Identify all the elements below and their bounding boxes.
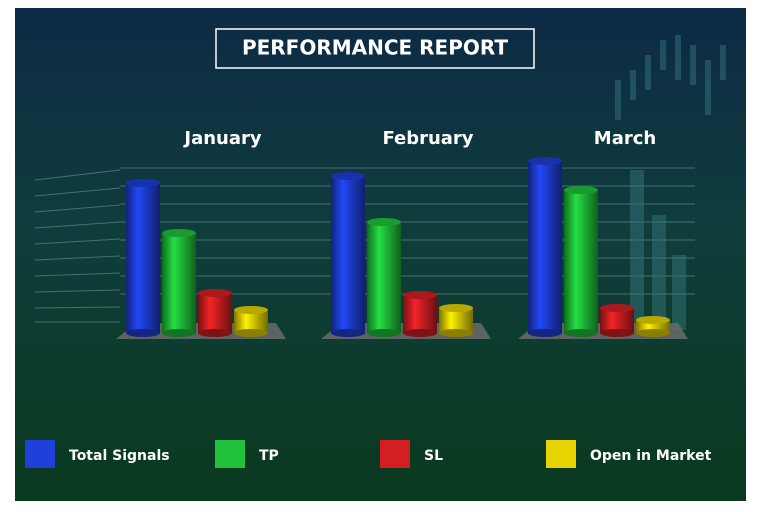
- bar-bottom: [439, 329, 473, 337]
- legend-swatch: [380, 440, 410, 468]
- bar-bottom: [367, 329, 401, 337]
- category-label: March: [594, 128, 656, 149]
- bar-bottom: [600, 329, 634, 337]
- bar: [564, 190, 598, 333]
- plot: January February March: [116, 128, 688, 339]
- bar-top: [234, 306, 268, 314]
- bar-top: [198, 289, 232, 297]
- bar-top: [636, 316, 670, 324]
- legend: Total Signals TP SL Open in Market: [25, 440, 712, 468]
- bar-top: [126, 179, 160, 187]
- bar-bottom: [636, 329, 670, 337]
- bar: [198, 293, 232, 333]
- legend-swatch: [215, 440, 245, 468]
- bar: [367, 222, 401, 333]
- bar-bottom: [162, 329, 196, 337]
- bar-top: [528, 157, 562, 165]
- legend-swatch: [546, 440, 576, 468]
- bar: [126, 183, 160, 333]
- bar-bottom: [564, 329, 598, 337]
- bar-bottom: [198, 329, 232, 337]
- legend-label: TP: [259, 448, 279, 464]
- bar: [528, 161, 562, 333]
- bar-bottom: [403, 329, 437, 337]
- bar-top: [564, 186, 598, 194]
- bar-bottom: [234, 329, 268, 337]
- category-label: January: [182, 128, 261, 149]
- bar-bottom: [331, 329, 365, 337]
- bar-bottom: [126, 329, 160, 337]
- legend-label: SL: [424, 448, 443, 464]
- bar-top: [331, 172, 365, 180]
- title-box: [215, 28, 535, 69]
- bar-top: [600, 304, 634, 312]
- bar: [439, 308, 473, 333]
- bar: [162, 233, 196, 333]
- category-label: February: [382, 128, 473, 149]
- legend-label: Total Signals: [69, 448, 170, 464]
- bar-top: [367, 218, 401, 226]
- bar-top: [162, 229, 196, 237]
- chart-title: PERFORMANCE REPORT: [242, 36, 508, 60]
- bar: [331, 176, 365, 333]
- bar-top: [439, 304, 473, 312]
- bar-top: [403, 291, 437, 299]
- legend-swatch: [25, 440, 55, 468]
- bar: [600, 308, 634, 333]
- decor-candles: [615, 35, 726, 330]
- bar: [403, 295, 437, 333]
- bar: [234, 310, 268, 333]
- bar-bottom: [528, 329, 562, 337]
- legend-label: Open in Market: [590, 448, 712, 464]
